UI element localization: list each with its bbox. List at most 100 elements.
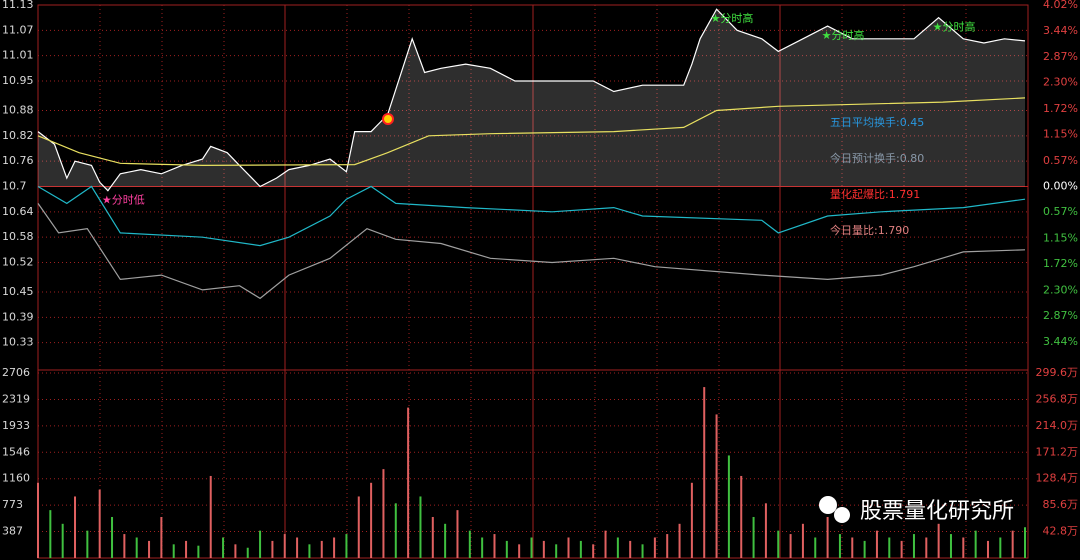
indicator-text: 今日量比:1.790 — [830, 223, 909, 237]
volume-bar — [616, 537, 619, 558]
y-tick-label: 10.76 — [2, 154, 34, 167]
indicator-text: 五日平均换手:0.45 — [830, 115, 924, 129]
y2-tick-label: 42.8万 — [1043, 525, 1079, 538]
volume-bar — [98, 489, 101, 558]
volume-bar — [888, 537, 891, 558]
volume-bar — [912, 534, 915, 558]
volume-bar — [493, 534, 496, 558]
volume-bar — [333, 537, 336, 558]
volume-bar — [61, 523, 64, 558]
volume-bar — [1024, 527, 1026, 558]
indicator-text: 量化起爆比:1.791 — [830, 187, 920, 201]
volume-bar — [505, 540, 508, 558]
series-line — [37, 185, 1026, 247]
series-line — [37, 203, 1026, 300]
volume-bar — [838, 534, 841, 558]
y2-tick-label: 1.15% — [1043, 231, 1078, 244]
volume-bar — [875, 530, 878, 558]
watermark-text: 股票量化研究所 — [860, 499, 1014, 524]
y2-tick-label: 214.0万 — [1036, 419, 1079, 432]
indicator-text: 今日预计换手:0.80 — [830, 151, 924, 165]
volume-bar — [444, 523, 447, 558]
volume-bar — [185, 540, 188, 558]
volume-bar — [801, 523, 804, 558]
watermark-icon — [819, 496, 837, 514]
y2-tick-label: 3.44% — [1043, 24, 1078, 37]
volume-bar — [296, 537, 299, 558]
y-tick-label: 10.88 — [2, 104, 34, 117]
volume-bar — [49, 510, 52, 558]
volume-bar — [382, 469, 385, 558]
volume-bar — [135, 537, 138, 558]
y2-tick-label: 2.30% — [1043, 76, 1078, 89]
volume-bar — [690, 482, 693, 558]
price-area — [38, 9, 1025, 191]
y2-tick-label: 0.57% — [1043, 205, 1078, 218]
annotation: ★分时高 — [933, 20, 976, 34]
volume-bar — [1011, 530, 1014, 558]
volume-bar — [986, 540, 989, 558]
y2-tick-label: 0.00% — [1043, 180, 1078, 193]
y2-tick-label: 2.87% — [1043, 309, 1078, 322]
volume-bar — [518, 544, 521, 558]
y-tick-label: 10.39 — [2, 310, 34, 323]
y2-tick-label: 1.72% — [1043, 257, 1078, 270]
volume-bar — [863, 540, 866, 558]
annotation: ★分时低 — [102, 194, 145, 207]
volume-bar — [592, 544, 595, 558]
y-tick-label: 10.64 — [2, 205, 34, 218]
volume-bar — [542, 540, 545, 558]
volume-bar — [999, 537, 1002, 558]
volume-bar — [345, 534, 348, 558]
y2-tick-label: 2.87% — [1043, 50, 1078, 63]
y-tick-label: 11.01 — [2, 49, 34, 62]
volume-bar — [431, 516, 434, 558]
series-line — [37, 8, 1026, 192]
y-tick-label: 2706 — [2, 366, 30, 379]
volume-bar — [172, 544, 175, 558]
y2-tick-label: 0.57% — [1043, 154, 1078, 167]
y-tick-label: 10.33 — [2, 336, 34, 349]
y2-tick-label: 3.44% — [1043, 335, 1078, 348]
volume-bar — [579, 540, 582, 558]
y2-tick-label: 128.4万 — [1036, 472, 1079, 485]
volume-bar — [653, 537, 656, 558]
volume-bar — [715, 414, 718, 558]
volume-bar — [629, 540, 632, 558]
y2-tick-label: 1.15% — [1043, 128, 1078, 141]
vertical-grid — [284, 5, 781, 558]
y-tick-label: 10.7 — [2, 180, 27, 193]
volume-bar — [567, 537, 570, 558]
volume-bar — [74, 496, 77, 558]
annotation: ★分时高 — [822, 28, 865, 42]
volume-bar — [777, 530, 780, 558]
volume-bar — [37, 482, 39, 558]
volume-bar — [320, 540, 323, 558]
volume-bar — [123, 534, 126, 558]
volume-bar — [222, 537, 225, 558]
series-line — [37, 97, 1026, 167]
y-tick-label: 10.95 — [2, 74, 34, 87]
volume-bar — [394, 503, 397, 558]
y-tick-label: 10.58 — [2, 230, 34, 243]
volume-bar — [555, 544, 558, 558]
volume-bar — [703, 387, 706, 558]
volume-bar — [209, 475, 212, 558]
volume-bar — [283, 534, 286, 558]
volume-bar — [900, 540, 903, 558]
volume-bar — [851, 537, 854, 558]
y-tick-label: 1546 — [2, 445, 30, 458]
y2-tick-label: 171.2万 — [1036, 445, 1079, 458]
volume-bar — [197, 545, 200, 558]
volume-bar — [419, 496, 422, 558]
volume-bar — [740, 475, 743, 558]
volume-bar — [246, 547, 249, 558]
volume-bar — [259, 530, 262, 558]
volume-bar — [111, 516, 114, 558]
y-tick-label: 11.07 — [2, 23, 34, 36]
volume-bar — [271, 540, 274, 558]
volume-bar — [148, 540, 151, 558]
volume-bar — [641, 544, 644, 558]
volume-bar — [604, 530, 607, 558]
